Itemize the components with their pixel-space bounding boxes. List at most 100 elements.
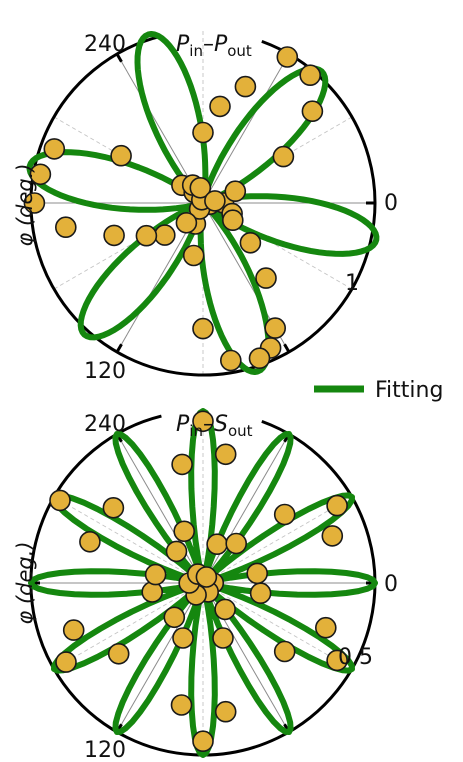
angular-tick-240 [115,53,123,63]
data-point-260 [171,453,193,476]
data-points [23,46,324,372]
angular-tick-120 [115,343,123,353]
data-point-140 [154,224,176,246]
radial-label-0-5: 0.5 [338,645,373,670]
data-point-160 [103,224,125,247]
data-point-200 [43,138,66,160]
title-dash: – [203,32,214,57]
data-point-70 [248,347,271,370]
data-point-270 [192,121,214,144]
data-point-300 [195,566,218,588]
data-point-350 [204,190,226,212]
polar-frame-arc [29,34,377,377]
data-point-290 [206,533,228,556]
data-point-40 [273,640,296,663]
data-point-110 [172,627,194,649]
data-point-290 [234,75,257,98]
polar-chart-p-in-p-out: 0 120 240 1 Pin–Pout φ (deg.) [13,31,398,384]
grid-spoke-210 [53,496,204,584]
data-point-230 [165,540,188,563]
data-point-150 [55,651,77,673]
data-point-10 [249,582,272,605]
angle-label-240: 240 [84,32,126,57]
data-point-30 [326,649,348,672]
title-main-2: S [214,412,228,437]
y-axis-label: φ (deg.) [13,541,37,624]
title-main: P [176,412,190,437]
y-axis-label: φ (deg.) [13,163,37,246]
data-point-320 [301,100,324,122]
data-point-40 [239,232,262,254]
title-dash: – [203,412,214,437]
data-point-90 [192,730,214,753]
data-point-170 [55,216,77,238]
data-point-220 [102,496,125,519]
grid-spoke-300 [202,53,290,204]
polar-frame-arc [29,414,377,757]
title-sub-out: out [227,42,252,60]
legend: Fitting [314,378,443,403]
grid-spoke-300 [202,433,290,584]
data-point-70 [212,627,234,649]
data-point-90 [192,317,214,340]
data-point-250 [173,520,195,543]
data-point-330 [326,494,348,517]
fit-curve [26,31,380,375]
polar-grid [31,411,375,755]
radial-label-1: 1 [345,271,359,296]
data-point-80 [220,349,242,372]
data-point-310 [299,64,322,86]
data-points [49,410,348,753]
data-point-170 [141,581,163,603]
data-point-130 [175,212,198,234]
angular-tick-60 [283,343,291,353]
angle-label-0: 0 [384,572,398,597]
data-point-50 [214,598,236,621]
legend-label-fitting: Fitting [375,378,443,403]
data-point-300 [276,46,299,68]
data-point-160 [62,619,85,641]
data-point-280 [209,95,231,118]
data-point-330 [272,145,295,168]
data-point-50 [255,267,277,289]
data-point-260 [189,177,212,199]
data-point-100 [182,244,205,267]
grid-spoke-240 [116,433,204,584]
grid-spoke-330 [202,496,353,584]
data-point-190 [29,163,52,186]
title-main-2: P [214,32,228,57]
data-point-340 [224,180,247,202]
data-point-60 [264,317,287,339]
data-point-150 [135,224,158,247]
title-sub-in: in [189,422,203,440]
data-point-180 [23,192,46,214]
data-point-270 [192,410,214,433]
data-point-30 [222,209,244,231]
chart-title: Pin–Pout [176,32,252,60]
angle-label-120: 120 [84,738,126,762]
data-point-210 [49,489,71,512]
data-point-190 [144,563,167,586]
grid-spoke-120 [116,582,204,733]
data-point-340 [321,525,344,547]
data-point-100 [170,694,193,716]
data-point-20 [314,616,337,639]
angle-label-120: 120 [84,359,126,384]
data-point-280 [214,443,237,466]
title-sub-in: in [189,42,203,60]
data-point-140 [107,642,130,665]
data-point-350 [246,562,269,585]
angle-label-240: 240 [84,412,126,437]
title-sub-out: out [228,422,253,440]
data-point-80 [214,700,237,723]
fit-curve [28,408,378,758]
polar-chart-p-in-s-out: 0 120 240 0.5 Pin–Sout φ (deg.) [13,408,398,762]
data-point-310 [225,532,247,555]
title-main: P [176,32,190,57]
grid-spoke-30 [202,582,353,670]
angle-label-0: 0 [384,191,398,216]
chart-title: Pin–Sout [176,412,253,440]
data-point-130 [163,606,186,629]
data-point-320 [273,503,296,526]
